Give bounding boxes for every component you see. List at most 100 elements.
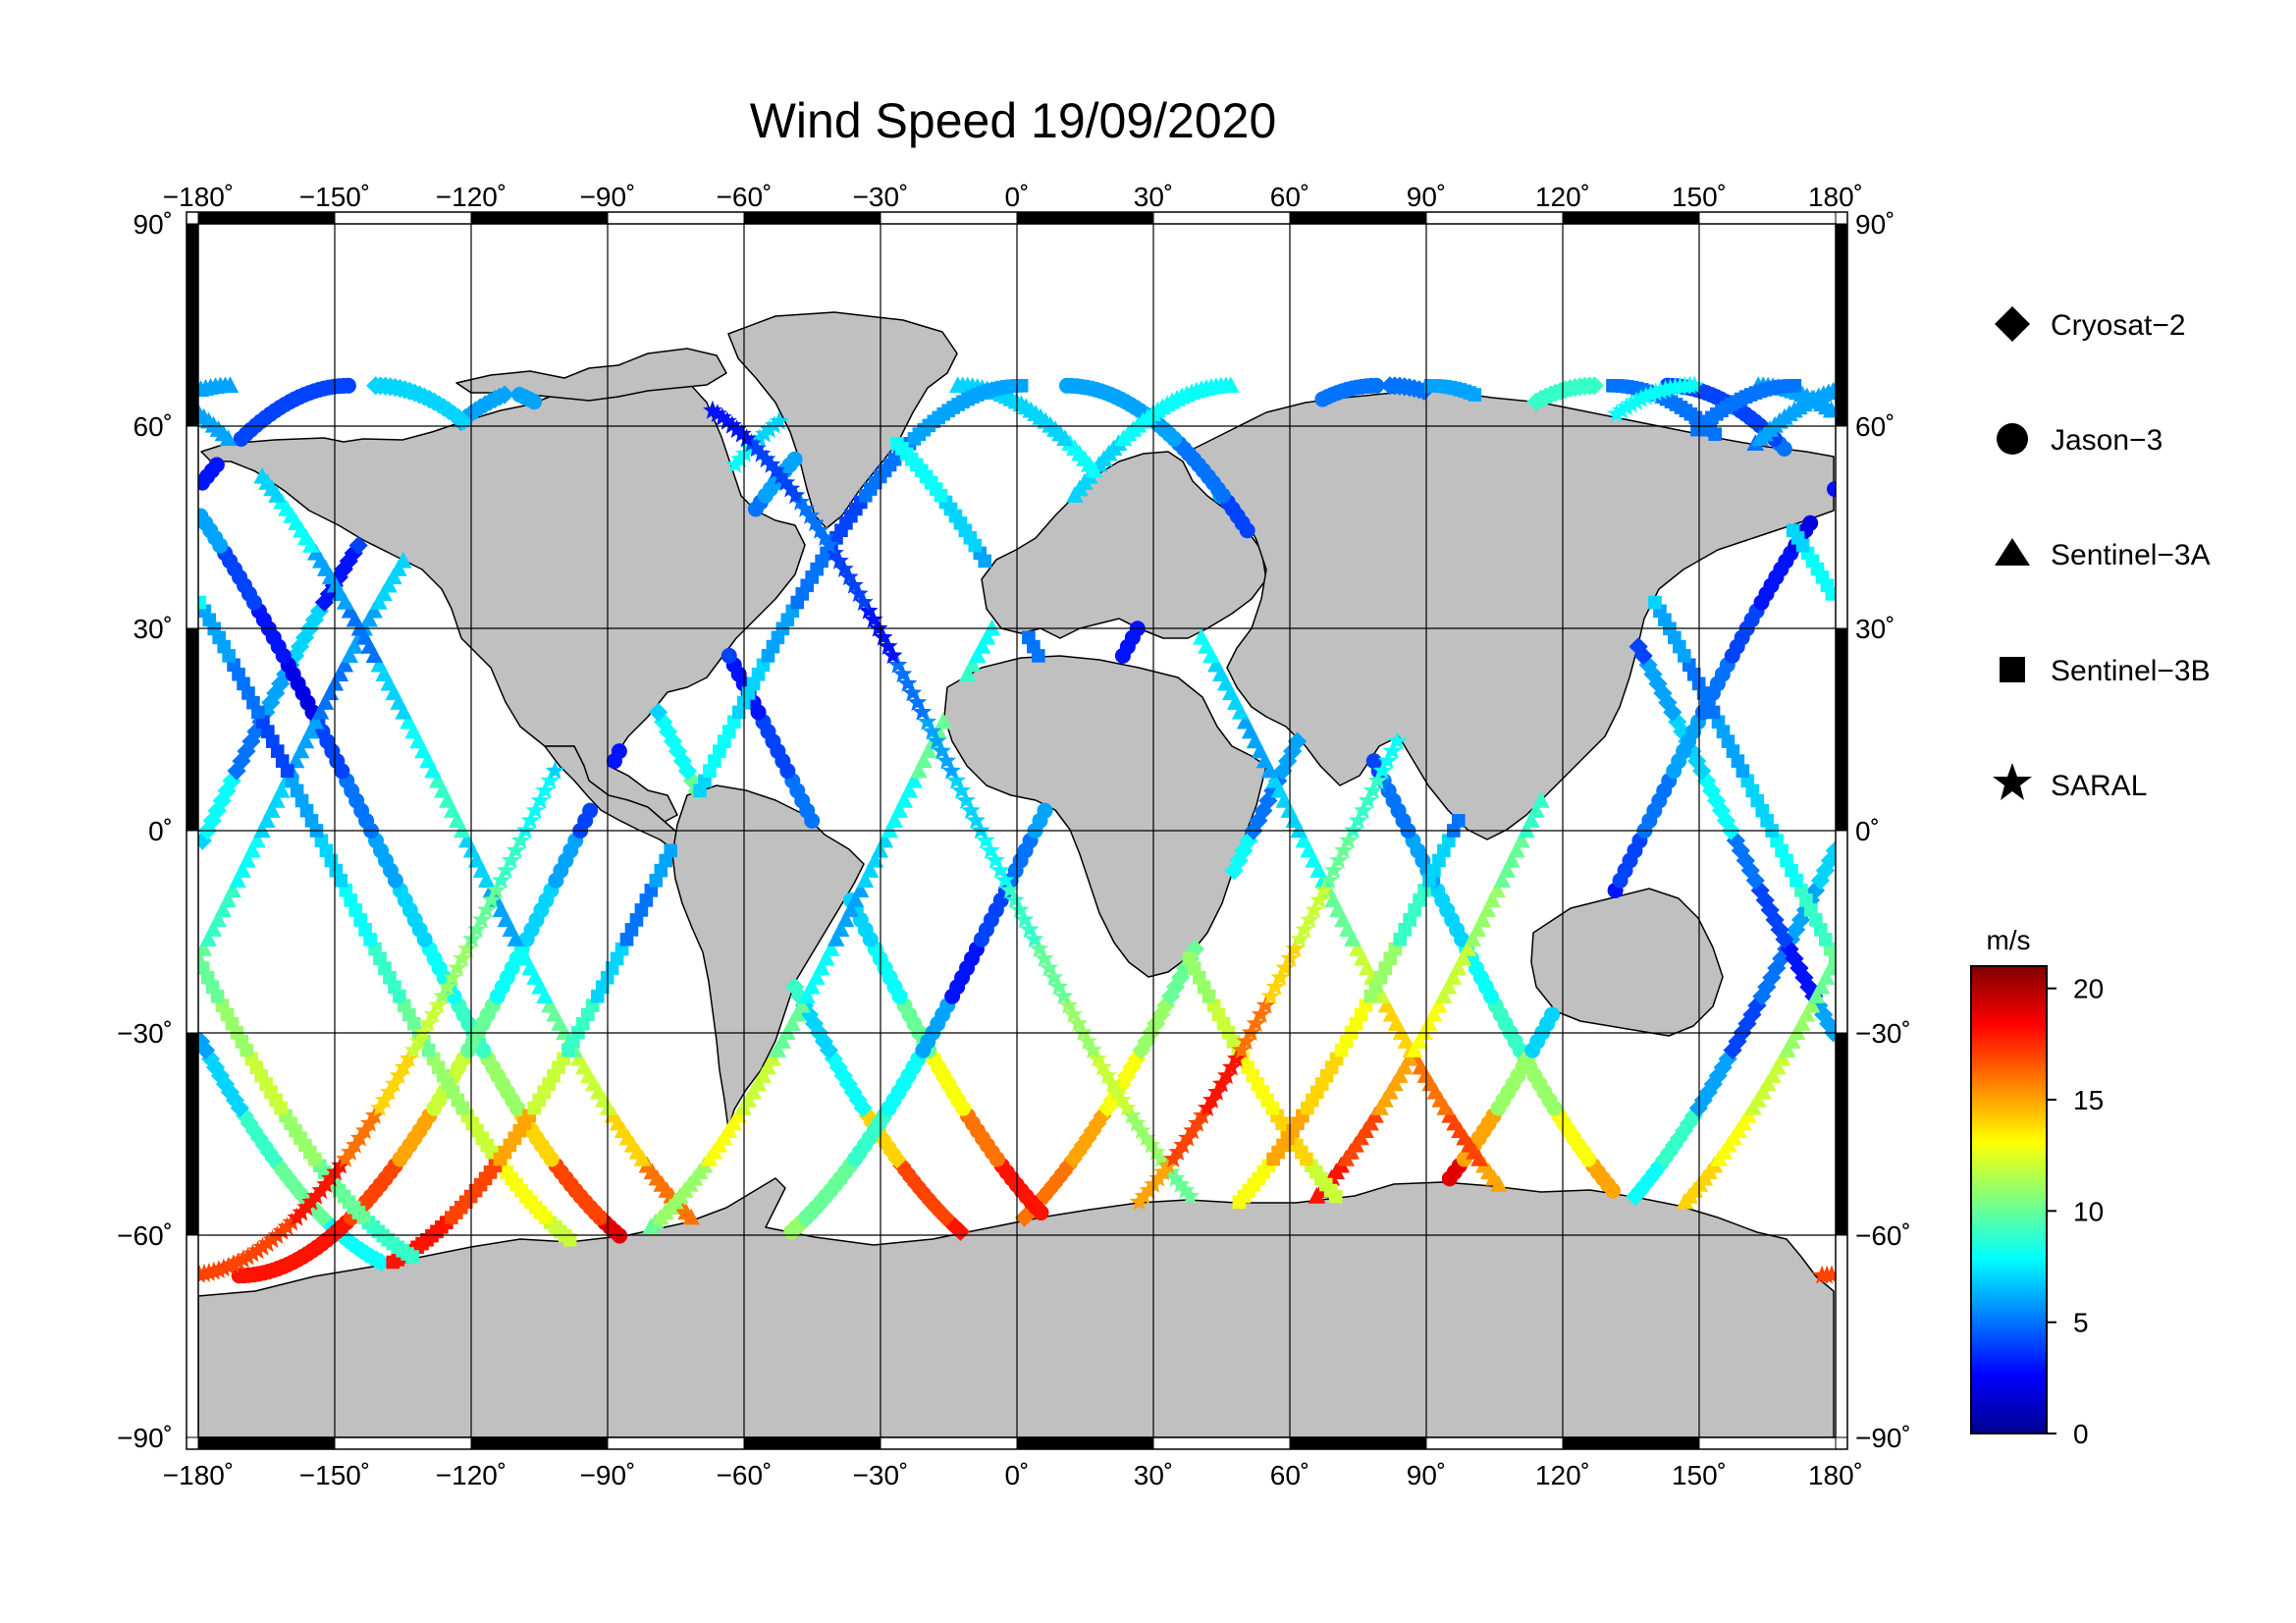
track-point-triangle xyxy=(774,1032,791,1049)
track-point-triangle xyxy=(915,751,933,769)
track-point-diamond xyxy=(1701,781,1722,800)
track-point-diamond xyxy=(259,1142,279,1163)
track-point-triangle xyxy=(331,584,349,602)
track-point-diamond xyxy=(1239,831,1258,850)
series-diamond xyxy=(198,376,1836,1272)
track-point-star xyxy=(1088,1049,1107,1067)
track-point-diamond xyxy=(1380,376,1400,396)
lat-tick-label-left: −60˚ xyxy=(117,1220,173,1251)
lon-tick-label-bottom: 180˚ xyxy=(1808,1460,1863,1490)
track-point-star xyxy=(467,919,487,939)
track-point-star xyxy=(1039,957,1059,977)
track-point-triangle xyxy=(900,781,918,798)
track-point-star xyxy=(853,592,874,611)
track-point-diamond xyxy=(344,543,363,564)
track-point-triangle xyxy=(1513,831,1530,848)
track-point-triangle xyxy=(365,601,383,619)
track-point-triangle xyxy=(1429,996,1448,1013)
track-point-triangle xyxy=(472,861,491,878)
track-point-triangle xyxy=(584,1074,603,1092)
track-point-star xyxy=(1241,1022,1261,1042)
track-point-triangle xyxy=(326,575,345,593)
track-point-diamond xyxy=(286,646,305,666)
track-point-diamond xyxy=(1224,861,1244,881)
track-point-triangle xyxy=(788,1004,806,1022)
track-point-star xyxy=(1612,400,1631,419)
track-point-diamond xyxy=(1278,751,1298,771)
track-point-star xyxy=(438,976,458,996)
track-point-triangle xyxy=(1797,1004,1816,1022)
track-point-star xyxy=(448,957,467,977)
track-point-star xyxy=(917,711,937,730)
track-point-triangle xyxy=(1812,977,1831,995)
track-point-triangle xyxy=(355,627,374,645)
track-point-diamond xyxy=(843,1082,863,1102)
track-point-star xyxy=(1063,1004,1084,1023)
lon-tick-label-bottom: 90˚ xyxy=(1407,1460,1446,1490)
track-point-star xyxy=(233,1249,253,1269)
track-point-triangle xyxy=(1802,996,1821,1013)
track-point-star xyxy=(1024,929,1044,948)
track-point-diamond xyxy=(819,1041,838,1060)
track-point-diamond xyxy=(348,535,368,556)
track-point-square xyxy=(1022,630,1036,645)
track-point-circle xyxy=(611,743,627,760)
track-point-circle xyxy=(1802,514,1819,531)
track-point-star xyxy=(462,929,482,948)
track-point-triangle xyxy=(769,1041,786,1057)
track-point-star xyxy=(510,830,531,849)
landmass-europe xyxy=(981,451,1267,639)
track-point-star xyxy=(1255,995,1276,1014)
track-point-star xyxy=(1221,1056,1242,1076)
track-point-star xyxy=(1626,391,1646,410)
track-point-triangle xyxy=(1295,831,1313,848)
track-point-triangle xyxy=(1265,771,1284,788)
map-outline xyxy=(197,223,1837,1438)
lon-tick-label-top: −60˚ xyxy=(717,182,773,212)
track-point-triangle xyxy=(890,801,908,818)
track-point-star xyxy=(1048,976,1069,996)
track-point-diamond xyxy=(289,1181,308,1201)
track-point-triangle xyxy=(467,850,486,868)
lon-tick-label-top: 0˚ xyxy=(1005,182,1030,212)
track-point-star xyxy=(1387,730,1408,750)
legend-label: Cryosat−2 xyxy=(2051,309,2186,342)
track-point-triangle xyxy=(214,900,232,918)
frame-segment-bottom xyxy=(607,1436,745,1450)
track-point-triangle xyxy=(346,610,364,627)
colorbar-tick-label: 20 xyxy=(2073,974,2104,1004)
track-point-triangle xyxy=(1231,702,1250,720)
track-point-triangle xyxy=(1334,910,1352,928)
track-point-diamond xyxy=(672,751,693,771)
legend-item-sentinel3b: Sentinel−3B xyxy=(2000,655,2211,687)
frame-segment-top xyxy=(1698,211,1837,225)
lon-tick-label-top: 30˚ xyxy=(1134,182,1173,212)
track-point-triangle xyxy=(754,1066,772,1083)
frame-segment-bottom xyxy=(1016,1436,1154,1450)
track-point-star xyxy=(1290,929,1310,948)
track-point-star xyxy=(262,1229,283,1249)
track-point-star xyxy=(1344,820,1363,839)
track-point-triangle xyxy=(199,930,218,947)
track-point-diamond xyxy=(1789,958,1809,978)
track-point-diamond xyxy=(319,584,339,604)
track-point-triangle xyxy=(1473,910,1492,928)
frame-segment-bottom xyxy=(1562,1436,1700,1450)
track-point-diamond xyxy=(294,627,315,647)
track-point-triangle xyxy=(963,655,982,673)
track-point-diamond xyxy=(814,1032,834,1052)
track-point-diamond xyxy=(653,712,673,731)
track-point-triangle xyxy=(404,722,422,739)
track-point-triangle xyxy=(831,920,850,938)
track-point-diamond xyxy=(945,1217,966,1237)
legend-item-sentinel3a: Sentinel−3A xyxy=(1995,538,2211,571)
track-point-star xyxy=(472,909,492,929)
track-point-triangle xyxy=(759,1057,776,1075)
frame-segment-top xyxy=(334,211,472,225)
track-point-circle xyxy=(1058,377,1075,394)
track-point-triangle xyxy=(444,801,461,818)
colorbar-ticks: 0 5 10 15 20 xyxy=(2047,974,2104,1449)
track-point-triangle xyxy=(258,811,276,829)
track-point-triangle xyxy=(1397,1032,1415,1049)
lon-tick-label-top: 120˚ xyxy=(1535,182,1590,212)
